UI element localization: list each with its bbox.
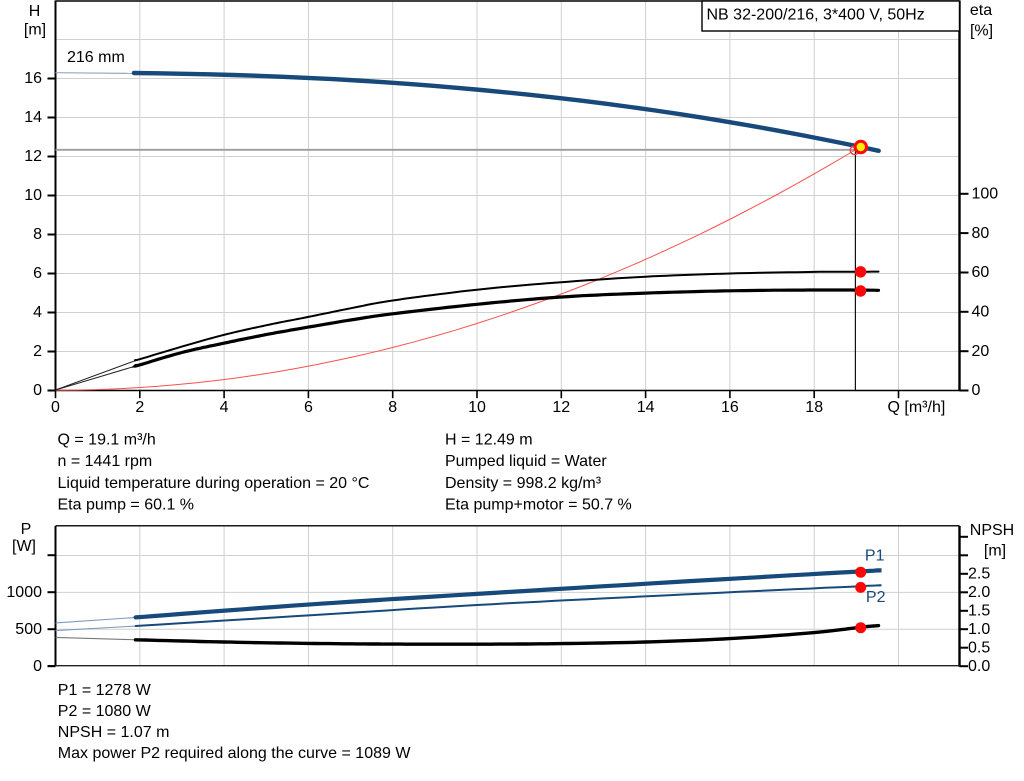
svg-text:10: 10 [468,399,486,416]
svg-text:[%]: [%] [970,23,993,40]
svg-text:2.0: 2.0 [968,584,990,601]
svg-text:0: 0 [33,382,42,399]
svg-text:6: 6 [33,265,42,282]
svg-text:16: 16 [24,70,42,87]
svg-text:0.0: 0.0 [968,658,990,675]
svg-text:0.5: 0.5 [968,639,990,656]
svg-text:NPSH = 1.07 m: NPSH = 1.07 m [58,724,170,741]
svg-text:eta: eta [970,2,992,19]
svg-text:8: 8 [388,399,397,416]
svg-text:80: 80 [972,225,990,242]
svg-text:Q [m³/h]: Q [m³/h] [888,399,946,416]
svg-text:2.5: 2.5 [968,566,990,583]
svg-text:Pumped liquid = Water: Pumped liquid = Water [445,453,607,470]
svg-text:4: 4 [220,399,229,416]
svg-text:H: H [29,3,41,20]
svg-text:12: 12 [24,148,42,165]
svg-text:0: 0 [51,399,60,416]
svg-text:1.5: 1.5 [968,603,990,620]
svg-text:0: 0 [33,658,42,675]
svg-text:NB 32-200/216, 3*400 V, 50Hz: NB 32-200/216, 3*400 V, 50Hz [707,7,925,24]
svg-text:[W]: [W] [12,538,36,555]
svg-text:NPSH: NPSH [970,522,1014,539]
svg-text:14: 14 [637,399,655,416]
svg-text:4: 4 [33,304,42,321]
svg-text:Max power P2 required along th: Max power P2 required along the curve = … [58,745,412,762]
svg-text:500: 500 [15,621,42,638]
svg-text:0: 0 [972,382,981,399]
svg-text:100: 100 [972,186,999,203]
svg-text:40: 40 [972,304,990,321]
svg-text:H = 12.49 m: H = 12.49 m [445,431,533,448]
svg-text:8: 8 [33,226,42,243]
svg-text:10: 10 [24,187,42,204]
svg-text:1.0: 1.0 [968,621,990,638]
svg-text:Density = 998.2 kg/m³: Density = 998.2 kg/m³ [445,475,602,492]
svg-text:[m]: [m] [24,22,46,39]
svg-text:n = 1441 rpm: n = 1441 rpm [58,453,153,470]
svg-text:2: 2 [135,399,144,416]
svg-text:Q = 19.1 m³/h: Q = 19.1 m³/h [58,431,156,448]
svg-text:P1: P1 [865,548,885,565]
svg-text:Eta pump = 60.1 %: Eta pump = 60.1 % [58,497,195,514]
svg-text:Liquid temperature during oper: Liquid temperature during operation = 20… [58,475,370,492]
svg-text:P2 = 1080 W: P2 = 1080 W [58,703,152,720]
svg-text:P1 = 1278 W: P1 = 1278 W [58,682,152,699]
svg-text:18: 18 [805,399,823,416]
svg-text:P2: P2 [866,589,886,606]
svg-text:Eta pump+motor = 50.7 %: Eta pump+motor = 50.7 % [445,497,632,514]
svg-text:12: 12 [552,399,570,416]
svg-text:1000: 1000 [6,584,42,601]
svg-text:16: 16 [721,399,739,416]
svg-text:2: 2 [33,343,42,360]
svg-text:[m]: [m] [984,543,1006,560]
svg-text:14: 14 [24,109,42,126]
svg-text:6: 6 [304,399,313,416]
svg-text:P: P [21,521,32,538]
svg-text:20: 20 [972,343,990,360]
svg-text:60: 60 [972,264,990,281]
svg-text:216 mm: 216 mm [67,49,125,66]
